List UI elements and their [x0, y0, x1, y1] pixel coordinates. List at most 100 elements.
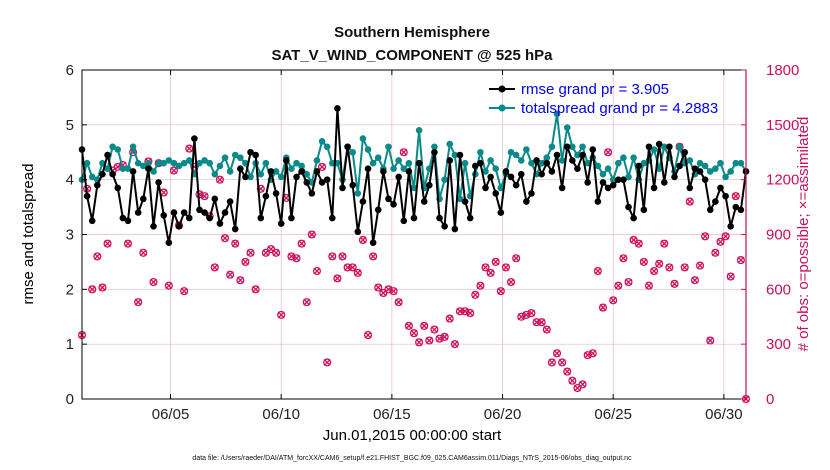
totalspread-point — [553, 110, 561, 118]
y-right-tick-label: 300 — [766, 336, 791, 353]
obs-point — [302, 298, 311, 307]
obs-assimilated-marker — [589, 349, 597, 357]
obs-assimilated-marker — [548, 358, 556, 366]
rmse-point — [165, 239, 173, 247]
obs-assimilated-marker — [241, 258, 249, 266]
rmse-point — [558, 184, 566, 192]
obs-assimilated-marker — [614, 282, 622, 290]
left-axis-ticks: 0 1 2 3 4 5 6 — [66, 62, 87, 408]
rmse-point — [119, 214, 127, 222]
totalspread-point — [175, 162, 183, 170]
obs-point — [578, 380, 587, 389]
obs-assimilated-marker — [231, 240, 239, 248]
obs-point — [164, 281, 173, 290]
rmse-point — [201, 209, 208, 216]
rmse-point — [553, 151, 561, 159]
totalspread-point — [415, 127, 423, 134]
rmse-point — [436, 214, 443, 222]
rmse-point — [395, 173, 402, 181]
obs-point — [430, 325, 439, 334]
obs-possible-marker — [241, 257, 250, 266]
totalspread-point — [369, 159, 377, 167]
rmse-point — [155, 179, 162, 186]
totalspread-point — [364, 146, 372, 153]
obs-point — [593, 267, 602, 276]
totalspread-point — [124, 165, 132, 172]
obs-possible-marker — [680, 263, 689, 272]
rmse-point — [252, 151, 259, 159]
obs-point — [123, 239, 133, 248]
totalspread-point — [83, 159, 91, 167]
obs-possible-marker — [537, 318, 546, 327]
obs-possible-marker — [624, 277, 633, 287]
obs-point — [220, 234, 230, 243]
obs-possible-marker — [445, 314, 454, 323]
obs-possible-marker — [404, 321, 413, 330]
rmse-point — [170, 209, 178, 216]
obs-assimilated-marker — [420, 322, 428, 330]
obs-point — [486, 268, 495, 277]
obs-point — [210, 263, 219, 272]
obs-possible-marker — [552, 349, 562, 358]
totalspread-point — [139, 162, 147, 170]
obs-assimilated-marker — [543, 326, 551, 334]
obs-point — [394, 298, 403, 307]
rmse-point — [579, 151, 586, 159]
totalspread-point — [119, 165, 127, 172]
obs-possible-marker — [226, 270, 235, 279]
obs-point — [670, 279, 679, 288]
obs-assimilated-marker — [722, 232, 730, 240]
obs-assimilated-marker — [660, 240, 668, 248]
rmse-point — [517, 170, 525, 178]
legend-totalspread-label: totalspread grand pr = 4.2883 — [521, 100, 718, 117]
rmse-point — [104, 151, 111, 159]
totalspread-point — [594, 162, 602, 170]
rmse-point — [145, 165, 152, 172]
obs-point — [604, 148, 613, 157]
obs-point — [624, 277, 633, 287]
obs-assimilated-marker — [226, 271, 234, 279]
totalspread-point — [237, 154, 244, 162]
obs-possible-marker — [185, 144, 194, 153]
totalspread-point — [497, 184, 505, 192]
obs-possible-marker — [220, 234, 230, 243]
obs-point — [711, 248, 720, 257]
obs-point — [552, 349, 562, 358]
obs-possible-marker — [200, 192, 209, 201]
obs-assimilated-marker — [221, 234, 229, 242]
totalspread-point — [579, 143, 586, 151]
rmse-point — [94, 181, 101, 189]
totalspread-point — [293, 159, 300, 167]
obs-point — [358, 235, 367, 245]
obs-point — [537, 318, 546, 327]
rmse-point — [620, 176, 627, 183]
rmse-point — [512, 181, 520, 189]
obs-point — [425, 336, 434, 345]
totalspread-point — [277, 173, 285, 181]
totalspread-point — [563, 124, 571, 131]
rmse-point — [461, 198, 469, 205]
rmse-point — [237, 165, 244, 172]
obs-point — [134, 298, 143, 307]
obs-point — [363, 330, 373, 340]
obs-possible-marker — [491, 257, 500, 266]
obs-possible-marker — [721, 232, 730, 241]
obs-point — [496, 287, 505, 296]
obs-point — [93, 252, 102, 261]
obs-possible-marker — [149, 277, 158, 287]
obs-point — [353, 268, 362, 277]
obs-assimilated-marker — [236, 276, 244, 284]
obs-possible-marker — [481, 263, 490, 272]
obs-point — [471, 290, 480, 299]
obs-assimilated-marker — [425, 337, 433, 344]
obs-possible-marker — [711, 248, 720, 257]
obs-possible-marker — [88, 285, 97, 294]
rmse-point — [318, 179, 326, 186]
rmse-point — [594, 198, 602, 205]
obs-possible-marker — [231, 239, 240, 248]
totalspread-point — [374, 154, 382, 162]
obs-possible-marker — [563, 367, 572, 376]
obs-point — [200, 192, 209, 201]
obs-point — [420, 321, 429, 330]
obs-point — [563, 367, 572, 376]
